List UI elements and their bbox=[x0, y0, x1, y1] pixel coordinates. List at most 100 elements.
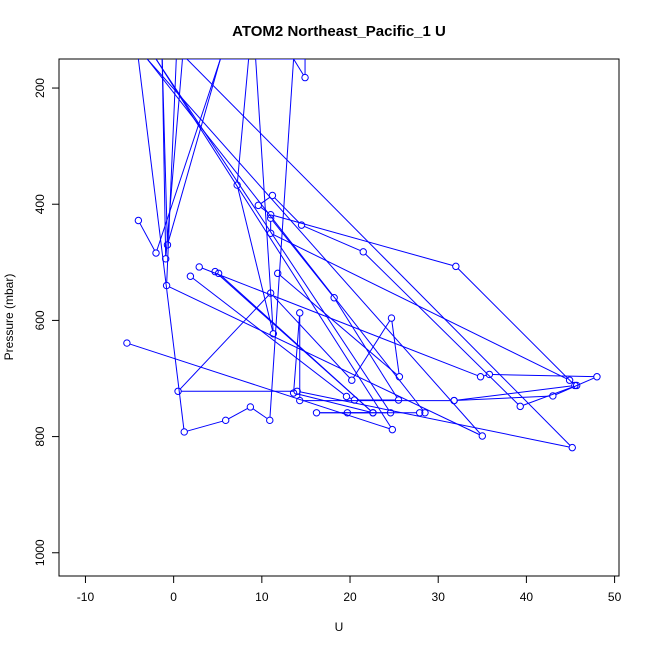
series-segment bbox=[137, 59, 185, 429]
data-point bbox=[211, 267, 219, 276]
series-segment bbox=[272, 295, 350, 379]
series-segment bbox=[161, 59, 167, 256]
data-point bbox=[293, 387, 301, 395]
data-point bbox=[195, 263, 203, 271]
series-segment bbox=[192, 277, 345, 395]
series-segment bbox=[179, 295, 269, 390]
data-point bbox=[266, 229, 275, 237]
series-segment bbox=[492, 373, 594, 378]
data-point bbox=[296, 309, 304, 317]
series-segment bbox=[202, 267, 478, 377]
series-segment bbox=[156, 59, 221, 251]
series-segment bbox=[457, 385, 572, 401]
series-segment bbox=[217, 273, 371, 412]
data-point bbox=[415, 409, 424, 417]
series-segment bbox=[273, 234, 567, 380]
series-lines bbox=[129, 59, 595, 448]
y-tick-label: 400 bbox=[33, 194, 47, 214]
series-segment bbox=[155, 59, 390, 411]
data-point bbox=[343, 409, 352, 417]
x-tick-label: 30 bbox=[432, 590, 446, 604]
data-point bbox=[274, 269, 282, 278]
plot-area-frame bbox=[58, 58, 620, 577]
data-point bbox=[348, 376, 356, 384]
series-segment bbox=[293, 316, 301, 390]
x-tick-label: 20 bbox=[343, 590, 357, 604]
data-point bbox=[478, 432, 487, 440]
series-segment bbox=[228, 408, 248, 420]
data-point bbox=[330, 294, 338, 302]
data-point bbox=[266, 289, 275, 297]
series-segment bbox=[391, 321, 400, 374]
y-tick-label: 1000 bbox=[33, 539, 47, 566]
data-point bbox=[549, 392, 557, 400]
series-segment bbox=[186, 59, 571, 446]
y-axis-label: Pressure (mbar) bbox=[2, 274, 16, 361]
data-point bbox=[152, 249, 160, 257]
data-point bbox=[296, 396, 304, 405]
data-point bbox=[233, 181, 241, 189]
x-axis-label: U bbox=[335, 620, 344, 634]
data-point bbox=[369, 409, 377, 417]
series-segment bbox=[166, 59, 177, 283]
data-point bbox=[266, 416, 274, 425]
data-point bbox=[593, 373, 601, 381]
series-segment bbox=[555, 377, 595, 396]
x-tick-label: 40 bbox=[520, 590, 534, 604]
series-segment bbox=[353, 320, 391, 378]
series-segment bbox=[129, 343, 390, 430]
data-point bbox=[123, 339, 131, 347]
series-segment bbox=[167, 59, 221, 242]
data-point bbox=[268, 191, 277, 200]
data-point bbox=[254, 201, 263, 210]
series-segment bbox=[165, 59, 183, 256]
series-segment bbox=[296, 393, 370, 413]
y-tick-label: 800 bbox=[33, 426, 47, 446]
data-point bbox=[174, 387, 182, 395]
data-point bbox=[162, 255, 170, 263]
series-segment bbox=[300, 391, 570, 448]
series-segment bbox=[272, 220, 333, 296]
data-point bbox=[221, 416, 230, 425]
data-point bbox=[186, 272, 195, 280]
series-segment bbox=[274, 197, 300, 224]
series-segment bbox=[255, 59, 274, 331]
series-segment bbox=[187, 420, 223, 432]
data-point bbox=[246, 403, 255, 411]
series-segment bbox=[365, 253, 519, 405]
data-point bbox=[571, 381, 579, 390]
data-point bbox=[342, 392, 351, 401]
data-point bbox=[450, 396, 458, 405]
data-point bbox=[565, 376, 574, 384]
data-point bbox=[387, 314, 396, 322]
series-segment bbox=[146, 59, 481, 434]
x-axis: -10 0 10 20 30 40 50 bbox=[77, 575, 622, 604]
data-point bbox=[266, 210, 275, 219]
data-point bbox=[266, 214, 275, 222]
data-point bbox=[312, 409, 321, 417]
data-point bbox=[214, 269, 223, 278]
x-tick-label: 0 bbox=[170, 590, 177, 604]
data-point bbox=[476, 373, 485, 381]
data-point bbox=[388, 425, 397, 434]
series-segment bbox=[273, 215, 453, 267]
series-segment bbox=[293, 59, 304, 76]
data-point bbox=[386, 409, 395, 417]
data-point bbox=[162, 281, 171, 290]
data-point bbox=[301, 73, 309, 82]
data-point bbox=[297, 221, 306, 229]
series-segment bbox=[260, 206, 269, 214]
data-point bbox=[394, 396, 403, 404]
data-point bbox=[289, 389, 298, 397]
x-tick-label: 10 bbox=[255, 590, 269, 604]
data-point bbox=[269, 330, 277, 338]
series-segment bbox=[260, 196, 271, 204]
data-point bbox=[350, 396, 359, 404]
x-tick-label: -10 bbox=[77, 590, 95, 604]
series-segment bbox=[457, 395, 550, 401]
data-point bbox=[163, 241, 172, 249]
series-segment bbox=[457, 268, 573, 384]
series-points bbox=[123, 73, 601, 452]
series-segment bbox=[236, 59, 250, 182]
data-point bbox=[568, 443, 576, 452]
